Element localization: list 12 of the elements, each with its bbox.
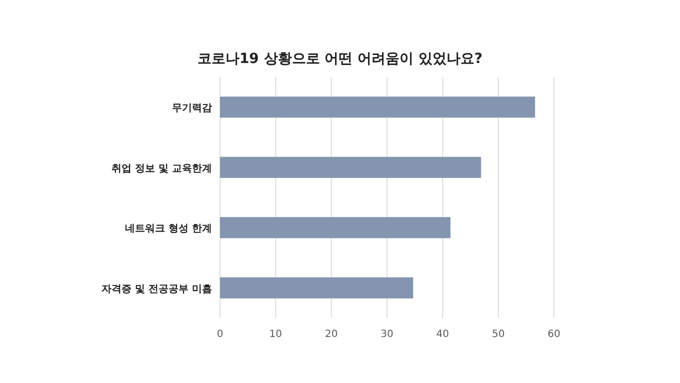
x-tick-label: 10 [269, 329, 282, 340]
x-tick-label: 40 [436, 329, 450, 340]
x-tick-label: 20 [324, 329, 338, 340]
x-tick-label: 60 [548, 329, 560, 340]
x-tick-label: 30 [380, 329, 394, 340]
y-tick-label: 취업 정보 및 교육한계 [112, 163, 212, 174]
x-tick-label: 50 [492, 329, 505, 340]
x-tick-label: 0 [216, 329, 224, 340]
y-tick-label: 자격증 및 전공공부 미흡 [102, 284, 212, 295]
y-tick-label: 네트워크 형성 한계 [125, 224, 212, 235]
chart-title: 코로나19 상황으로 어떤 어려움이 있었나요? [197, 51, 483, 67]
y-tick-label: 무기력감 [172, 103, 212, 114]
